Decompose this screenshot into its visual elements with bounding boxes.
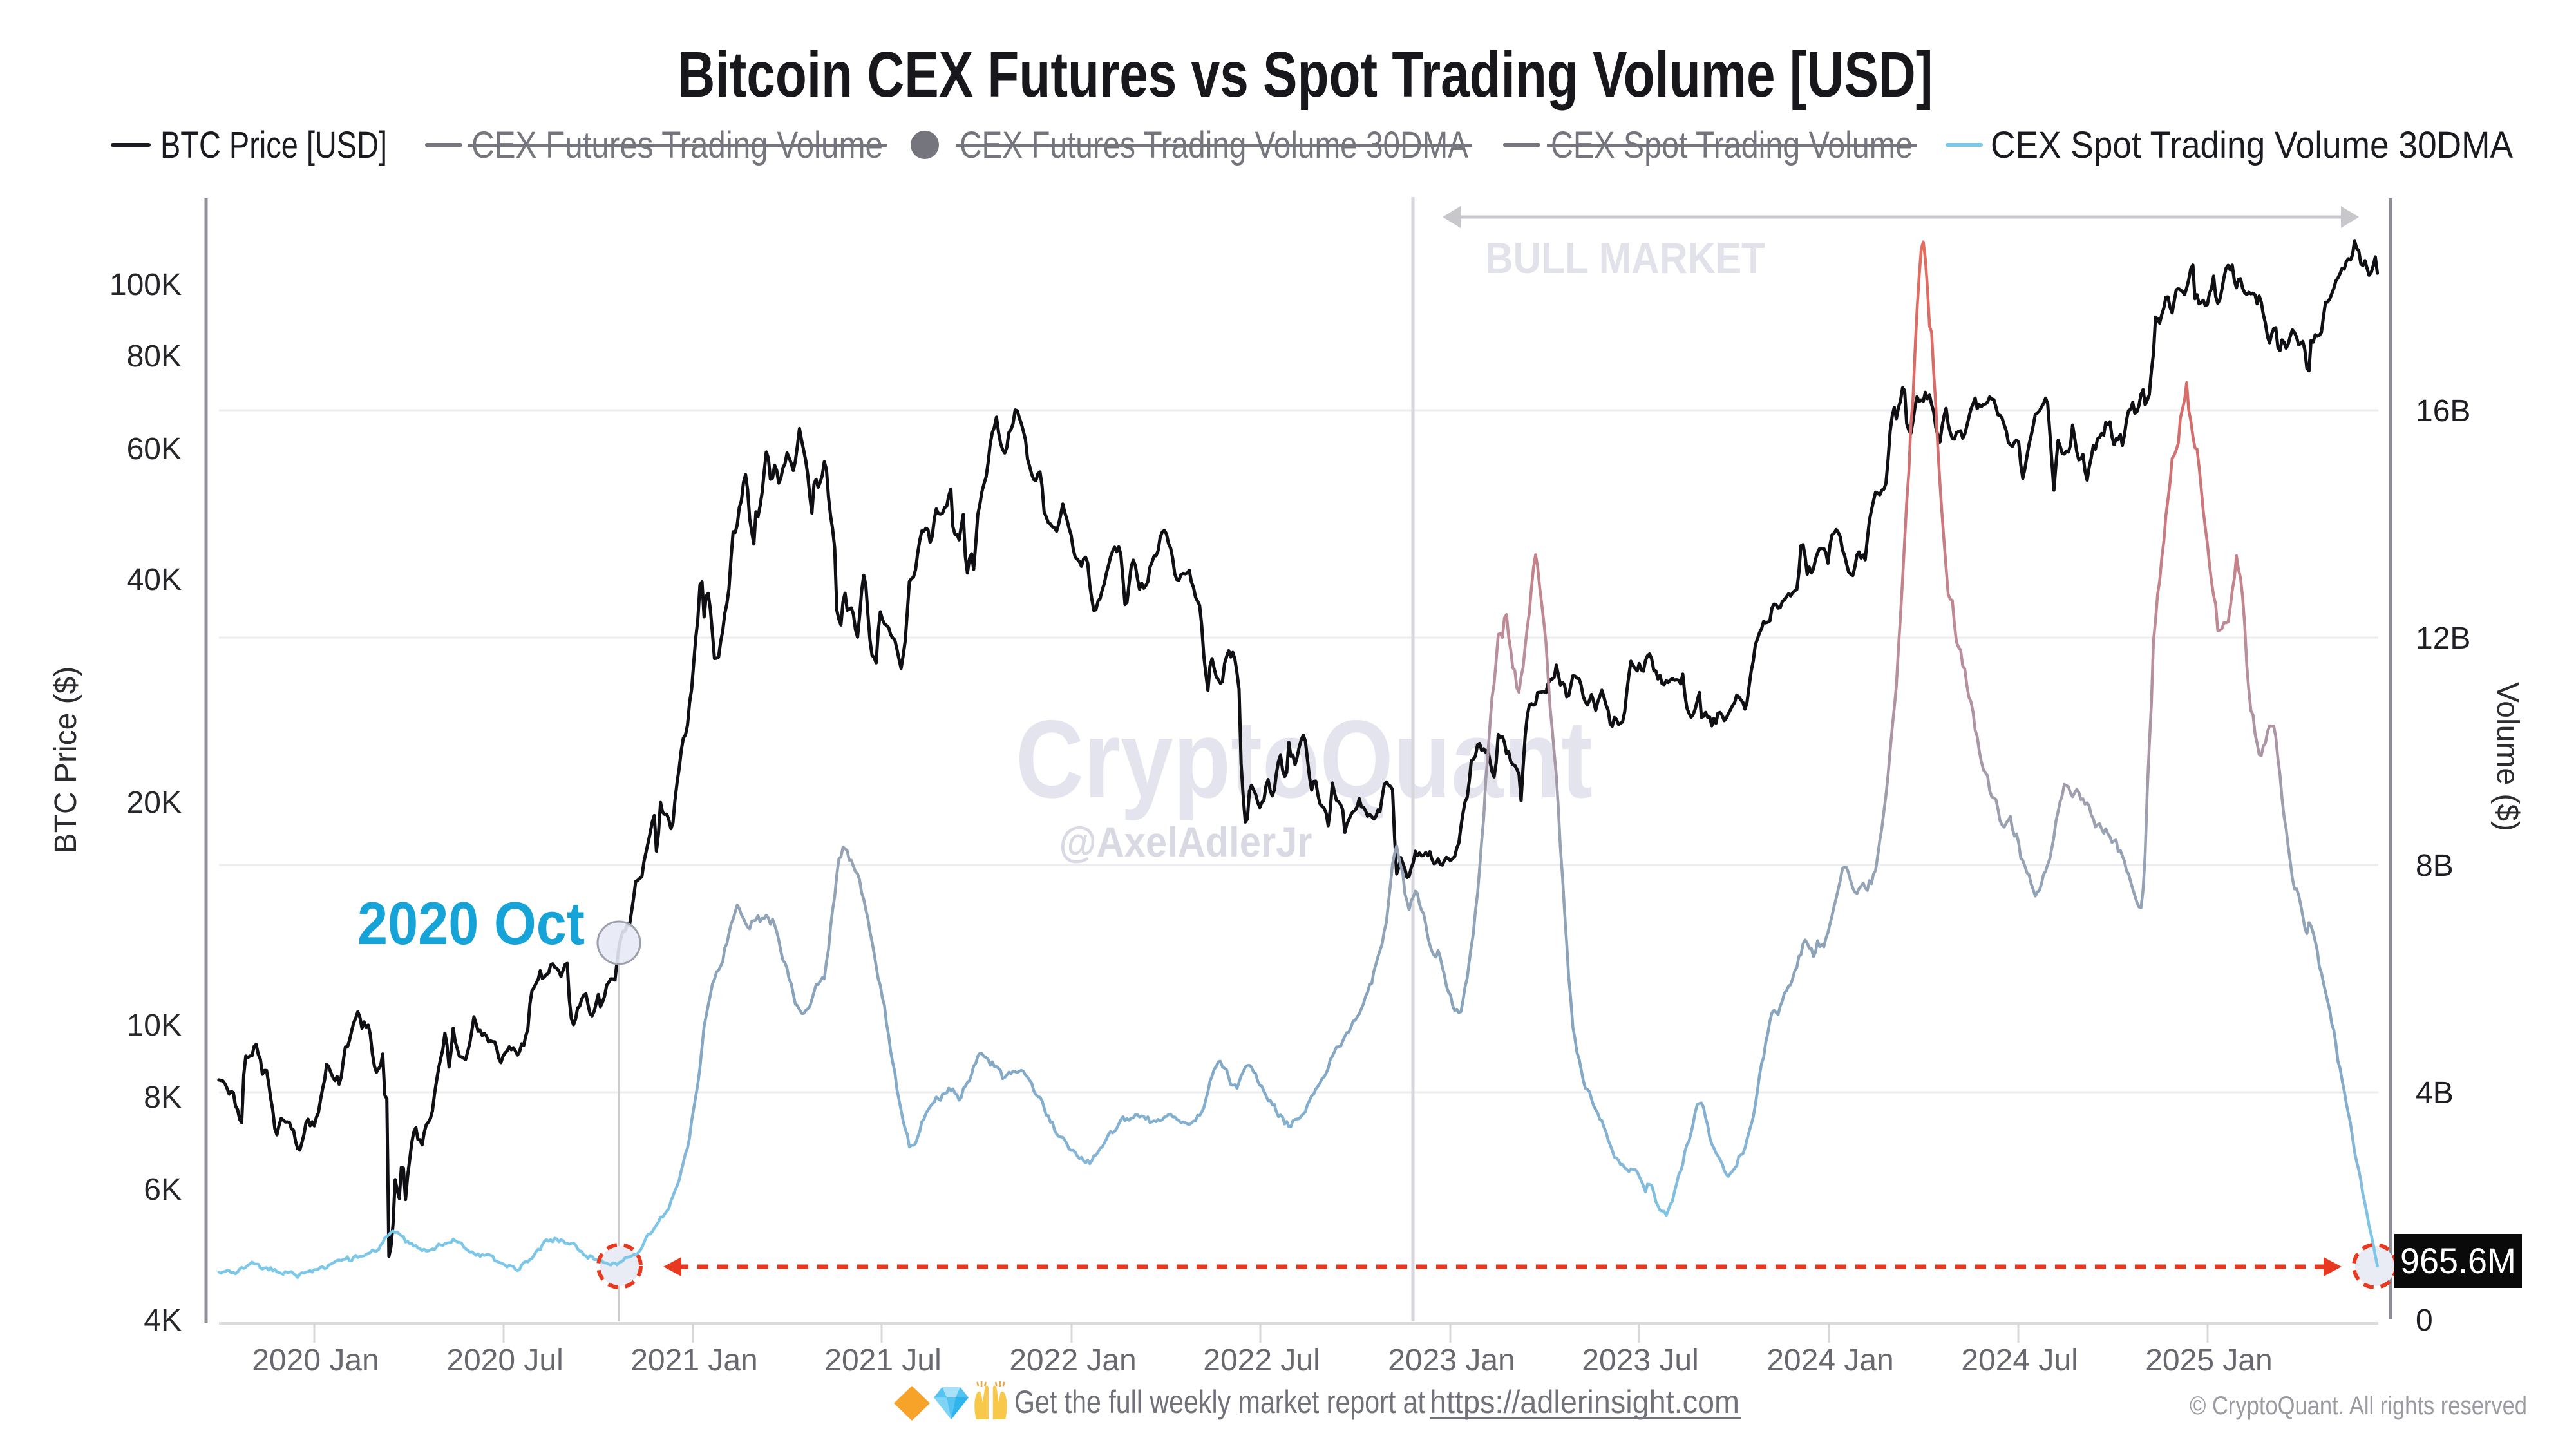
svg-text:100K: 100K [109, 268, 182, 302]
svg-text:80K: 80K [127, 339, 182, 374]
svg-text:16B: 16B [2416, 394, 2470, 428]
svg-text:2023 Jul: 2023 Jul [1582, 1343, 1698, 1378]
svg-text:8K: 8K [144, 1081, 182, 1115]
svg-text:@AxelAdlerJr: @AxelAdlerJr [1059, 818, 1312, 866]
svg-text:Bitcoin CEX Futures vs Spot Tr: Bitcoin CEX Futures vs Spot Trading Volu… [678, 39, 1933, 111]
svg-text:2021 Jan: 2021 Jan [630, 1343, 758, 1378]
svg-text:60K: 60K [127, 432, 182, 466]
svg-text:CEX Spot Trading Volume 30DMA: CEX Spot Trading Volume 30DMA [1991, 124, 2513, 166]
svg-text:40K: 40K [127, 563, 182, 597]
svg-text:12B: 12B [2416, 621, 2470, 656]
svg-text:2022 Jul: 2022 Jul [1203, 1343, 1320, 1378]
svg-text:4K: 4K [144, 1303, 182, 1338]
svg-text:2025 Jan: 2025 Jan [2145, 1343, 2273, 1378]
svg-text:2024 Jan: 2024 Jan [1766, 1343, 1894, 1378]
svg-text:BTC Price ($): BTC Price ($) [49, 667, 83, 854]
svg-text:2020 Jul: 2020 Jul [446, 1343, 563, 1378]
svg-text:2023 Jan: 2023 Jan [1388, 1343, 1515, 1378]
svg-text:2021 Jul: 2021 Jul [824, 1343, 941, 1378]
svg-text:Volume ($): Volume ($) [2490, 682, 2524, 831]
svg-text:2022 Jan: 2022 Jan [1009, 1343, 1137, 1378]
svg-text:10K: 10K [127, 1009, 182, 1043]
svg-text:https://adlerinsight.com: https://adlerinsight.com [1430, 1384, 1739, 1420]
svg-text:2020 Oct: 2020 Oct [357, 889, 585, 957]
svg-text:6K: 6K [144, 1173, 182, 1207]
svg-text:20K: 20K [127, 786, 182, 820]
svg-text:© CryptoQuant. All rights rese: © CryptoQuant. All rights reserved [2190, 1392, 2527, 1420]
svg-text:4B: 4B [2416, 1076, 2454, 1110]
svg-text:0: 0 [2416, 1303, 2433, 1338]
svg-text:Get the full weekly market rep: Get the full weekly market report at [1014, 1384, 1425, 1420]
svg-text:2024 Jul: 2024 Jul [1961, 1343, 2078, 1378]
svg-text:BTC Price [USD]: BTC Price [USD] [160, 124, 387, 166]
svg-text:965.6M: 965.6M [2400, 1240, 2516, 1281]
svg-text:BULL MARKET: BULL MARKET [1485, 234, 1765, 283]
svg-text:CryptoQuant: CryptoQuant [1016, 697, 1593, 821]
svg-text:2020 Jan: 2020 Jan [252, 1343, 379, 1378]
svg-text:8B: 8B [2416, 849, 2454, 883]
